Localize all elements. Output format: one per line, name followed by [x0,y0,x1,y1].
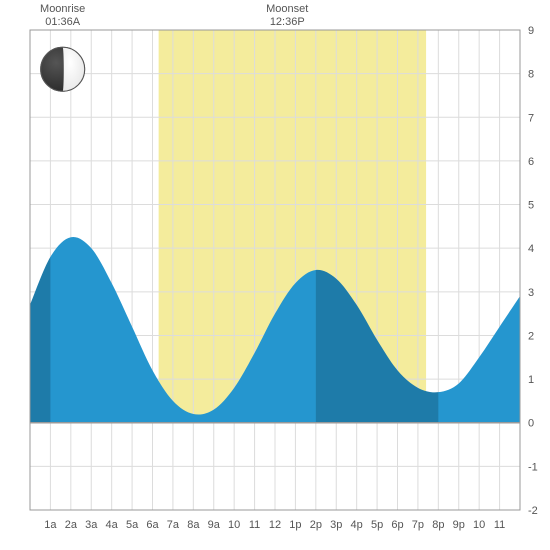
x-tick-label: 7p [412,519,424,531]
y-tick-label: 5 [528,200,534,212]
moonrise-label: Moonrise [40,3,85,15]
x-tick-label: 4p [351,519,363,531]
x-tick-label: 9p [453,519,465,531]
x-tick-label: 9a [208,519,221,531]
x-tick-label: 1p [289,519,301,531]
x-tick-label: 2p [310,519,322,531]
x-tick-label: 5a [126,519,139,531]
x-tick-label: 6p [391,519,403,531]
x-tick-label: 8p [432,519,444,531]
x-tick-label: 12 [269,519,281,531]
y-tick-label: 9 [528,25,534,37]
moonset-label: Moonset [266,3,308,15]
moonset-time: 12:36P [270,16,305,28]
x-tick-label: 3a [85,519,98,531]
x-tick-label: 1a [44,519,57,531]
chart-svg: 1a2a3a4a5a6a7a8a9a1011121p2p3p4p5p6p7p8p… [0,0,550,550]
y-tick-label: 7 [528,112,534,124]
x-tick-label: 5p [371,519,383,531]
y-tick-label: 0 [528,418,534,430]
x-tick-label: 2a [65,519,78,531]
y-tick-label: 2 [528,330,534,342]
y-tick-label: 3 [528,287,534,299]
y-tick-label: 1 [528,374,534,386]
x-tick-label: 6a [146,519,159,531]
x-tick-label: 11 [494,519,505,531]
moon-icon [41,47,85,91]
x-tick-label: 4a [106,519,119,531]
y-tick-label: 6 [528,156,534,168]
y-tick-label: 8 [528,69,534,81]
x-tick-label: 7a [167,519,180,531]
x-tick-label: 3p [330,519,342,531]
y-tick-label: -1 [528,461,538,473]
x-tick-label: 10 [473,519,485,531]
tide-chart: Moonrise 01:36A Moonset 12:36P 1a 2a 3a 4a 5… [0,0,550,550]
x-tick-label: 10 [228,519,240,531]
y-tick-label: -2 [528,505,538,517]
x-tick-label: 11 [249,519,260,531]
x-tick-label: 8a [187,519,200,531]
y-tick-label: 4 [528,243,534,255]
moonrise-time: 01:36A [45,16,81,28]
